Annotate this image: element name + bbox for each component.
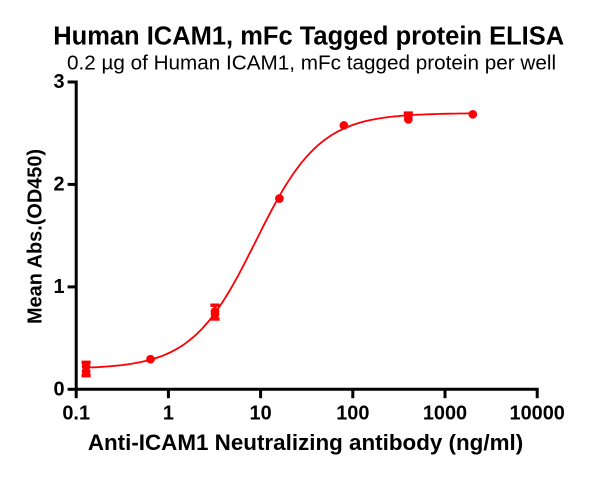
svg-text:0.2 µg of Human ICAM1, mFc tag: 0.2 µg of Human ICAM1, mFc tagged protei… — [67, 52, 556, 75]
svg-text:0: 0 — [53, 379, 64, 401]
svg-text:Human ICAM1, mFc Tagged protei: Human ICAM1, mFc Tagged protein ELISA — [53, 23, 564, 51]
svg-text:Anti-ICAM1 Neutralizing antibo: Anti-ICAM1 Neutralizing antibody (ng/ml) — [88, 430, 523, 455]
svg-text:1000: 1000 — [423, 403, 467, 425]
svg-text:3: 3 — [53, 71, 64, 93]
svg-text:10000: 10000 — [510, 403, 565, 425]
svg-text:2: 2 — [53, 174, 64, 196]
svg-text:0.1: 0.1 — [62, 403, 90, 425]
svg-text:10: 10 — [250, 403, 272, 425]
svg-text:100: 100 — [336, 403, 369, 425]
svg-text:Mean Abs.(OD450): Mean Abs.(OD450) — [25, 149, 47, 324]
svg-text:1: 1 — [53, 276, 64, 298]
svg-text:1: 1 — [163, 403, 174, 425]
